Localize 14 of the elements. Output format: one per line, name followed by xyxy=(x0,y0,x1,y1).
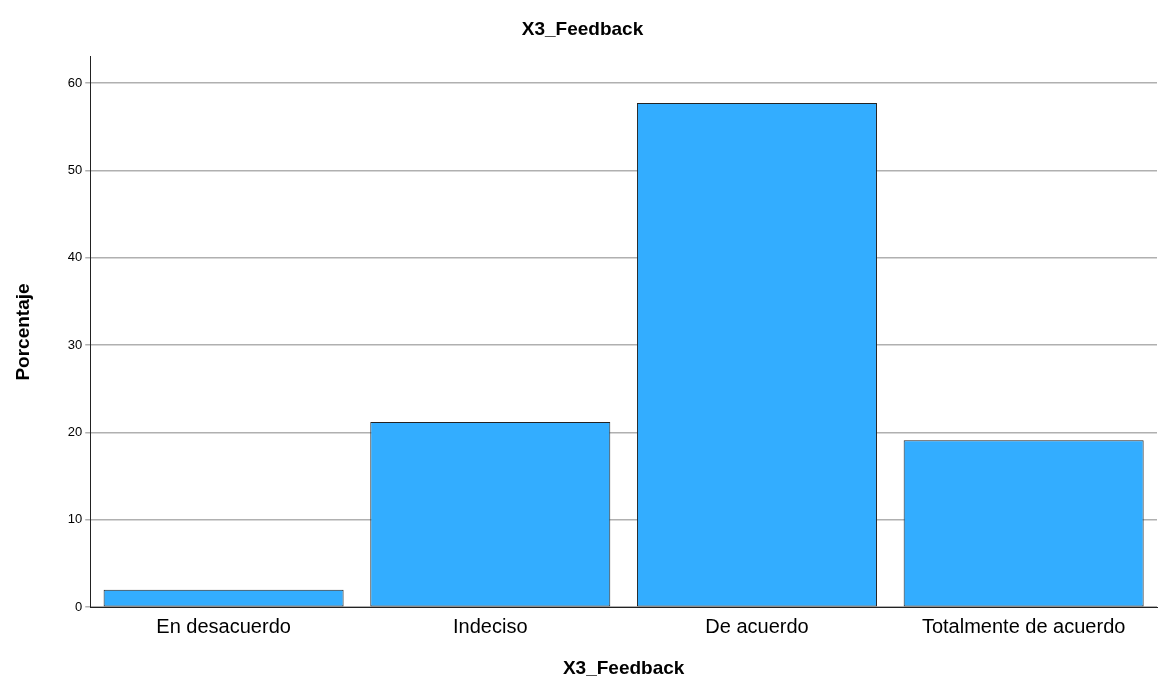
x-tick-label: En desacuerdo xyxy=(156,614,291,637)
x-tick-label: Totalmente de acuerdo xyxy=(921,614,1126,637)
y-tick-label: 20 xyxy=(67,424,83,440)
y-tick-label: 30 xyxy=(67,336,83,352)
y-tick-label: 0 xyxy=(75,598,83,614)
x-tick-label: De acuerdo xyxy=(705,614,809,637)
x-axis-title: X3_Feedback xyxy=(562,656,685,678)
y-tick-label: 50 xyxy=(67,161,83,177)
x-tick-label: Indeciso xyxy=(453,614,528,637)
y-axis-title: Porcentaje xyxy=(11,283,33,381)
y-tick-label: 40 xyxy=(67,249,83,265)
y-tick-label: 10 xyxy=(67,511,83,527)
y-tick-label: 60 xyxy=(67,74,83,90)
chart-title: X3_Feedback xyxy=(521,17,644,39)
